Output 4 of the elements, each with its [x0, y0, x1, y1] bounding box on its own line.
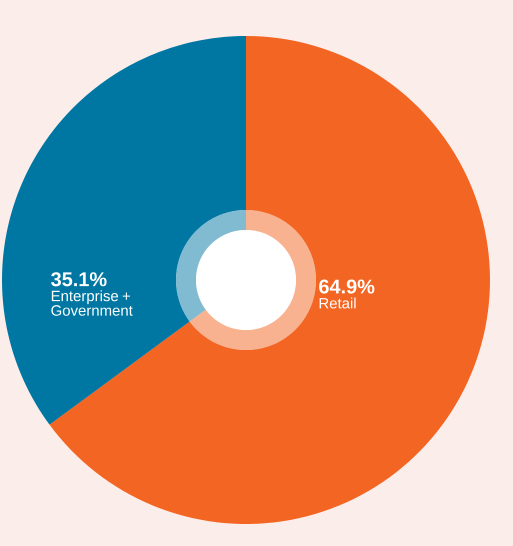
- data-label: 64.9%: [319, 280, 374, 294]
- slice-label: Enterprise + Government: [51, 290, 133, 316]
- data-label: 35.1%: [51, 272, 107, 286]
- slice-label: Retail: [320, 298, 356, 308]
